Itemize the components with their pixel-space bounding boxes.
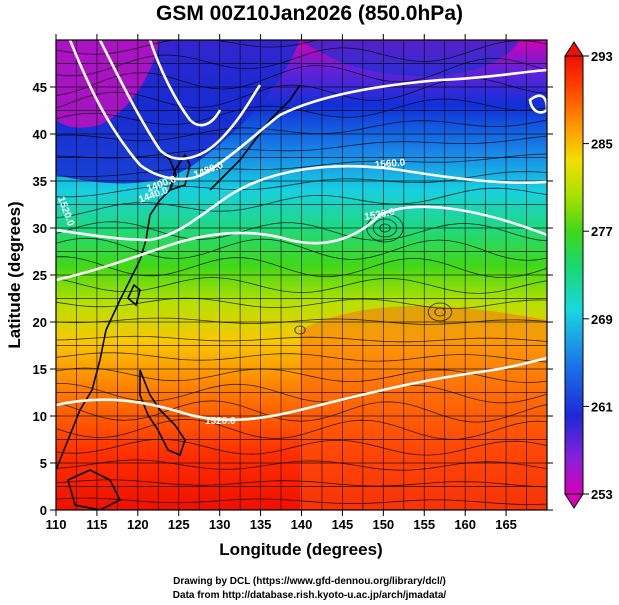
streamline-eddy — [434, 307, 446, 317]
wind-streamlines — [56, 40, 547, 505]
streamline-eddy — [372, 218, 398, 238]
colorbar-tick-label: 293 — [591, 49, 613, 64]
streamline — [56, 317, 547, 325]
streamline — [56, 335, 547, 343]
x-tick-label: 165 — [495, 517, 517, 532]
streamline — [56, 40, 457, 55]
y-tick-label: 40 — [33, 127, 47, 142]
contour-label-1520-mid: 1520.0 — [364, 207, 396, 223]
colorbar: 253 261 269 277 285 293 — [564, 41, 613, 509]
contour-1440 — [98, 40, 262, 160]
streamline-eddy — [294, 325, 306, 335]
streamline — [56, 383, 547, 404]
y-tick-label: 5 — [40, 456, 47, 471]
streamline — [56, 135, 547, 159]
streamline — [56, 237, 547, 261]
x-tick-label: 155 — [413, 517, 435, 532]
x-tick-label: 110 — [46, 517, 67, 532]
streamline — [56, 57, 547, 97]
colorbar-tick-label: 277 — [591, 224, 613, 239]
streamline — [56, 256, 547, 279]
contour-1520-south — [56, 356, 547, 422]
x-tick-label: 115 — [86, 517, 107, 532]
y-tick-label: 10 — [33, 409, 47, 424]
x-tick-label: 145 — [332, 517, 354, 532]
contour-label-1560: 1560.0 — [374, 157, 406, 171]
credit-drawing: Drawing by DCL (https://www.gfd-dennou.o… — [173, 576, 446, 587]
streamline — [56, 277, 547, 294]
x-tick-label: 160 — [454, 517, 476, 532]
streamline — [56, 479, 547, 488]
streamline — [56, 367, 547, 383]
colorbar-tick-label: 269 — [591, 312, 613, 327]
x-tick-label: 120 — [127, 517, 149, 532]
coastline-japan — [209, 84, 301, 191]
streamline — [56, 497, 547, 505]
streamline — [56, 297, 547, 309]
streamline — [56, 221, 547, 242]
x-tick-label: 150 — [372, 517, 394, 532]
y-tick-label: 45 — [33, 80, 47, 95]
streamline — [56, 400, 547, 423]
y-tick-label: 0 — [40, 503, 47, 518]
streamline — [56, 40, 547, 77]
coastline-taiwan — [127, 283, 141, 307]
y-tick-label: 15 — [33, 362, 47, 377]
streamline — [56, 459, 547, 471]
y-tick-label: 35 — [33, 174, 47, 189]
x-axis-ticks: 110 115 120 125 130 135 140 145 150 155 160 165 — [46, 34, 517, 532]
map-title: GSM 00Z10Jan2026 (850.0hPa) — [155, 2, 463, 25]
colorbar-tick-label: 253 — [591, 487, 613, 502]
colorbar-tick-label: 261 — [591, 399, 613, 414]
x-tick-label: 130 — [209, 517, 231, 532]
colorbar-body — [564, 55, 584, 495]
x-tick-label: 140 — [291, 517, 313, 532]
coastline-korea — [168, 153, 191, 192]
height-contours — [56, 40, 547, 422]
contour-label-1520-south: 1520.0 — [205, 416, 236, 427]
streamline — [56, 153, 547, 177]
colorbar-bottom-arrow — [564, 493, 584, 509]
streamline — [56, 438, 547, 456]
credit-data: Data from http://database.rish.kyoto-u.a… — [172, 590, 447, 601]
contour-1520-north — [56, 164, 547, 242]
colorbar-top-arrow — [564, 41, 584, 57]
streamline-eddy — [379, 223, 391, 233]
streamline — [56, 119, 547, 142]
contour-1480 — [68, 40, 547, 181]
colorbar-tick-label: 285 — [591, 137, 613, 152]
contour-1400 — [148, 40, 222, 127]
x-tick-label: 135 — [250, 517, 272, 532]
streamline — [56, 418, 547, 440]
y-tick-label: 20 — [33, 315, 47, 330]
y-axis-ticks: 0 5 10 15 20 25 30 35 40 45 — [33, 80, 553, 518]
streamline — [56, 98, 547, 125]
coastline-borneo — [67, 469, 122, 510]
y-tick-label: 30 — [33, 221, 47, 236]
y-tick-label: 25 — [33, 268, 47, 283]
y-axis-label: Latitude (degrees) — [5, 201, 24, 348]
streamline — [56, 187, 547, 219]
contour-closed-high — [528, 94, 547, 114]
streamline — [56, 352, 547, 363]
contour-1560 — [56, 205, 547, 282]
streamline-eddy — [427, 302, 453, 322]
x-tick-label: 125 — [168, 517, 190, 532]
x-axis-label: Longitude (degrees) — [219, 540, 382, 559]
